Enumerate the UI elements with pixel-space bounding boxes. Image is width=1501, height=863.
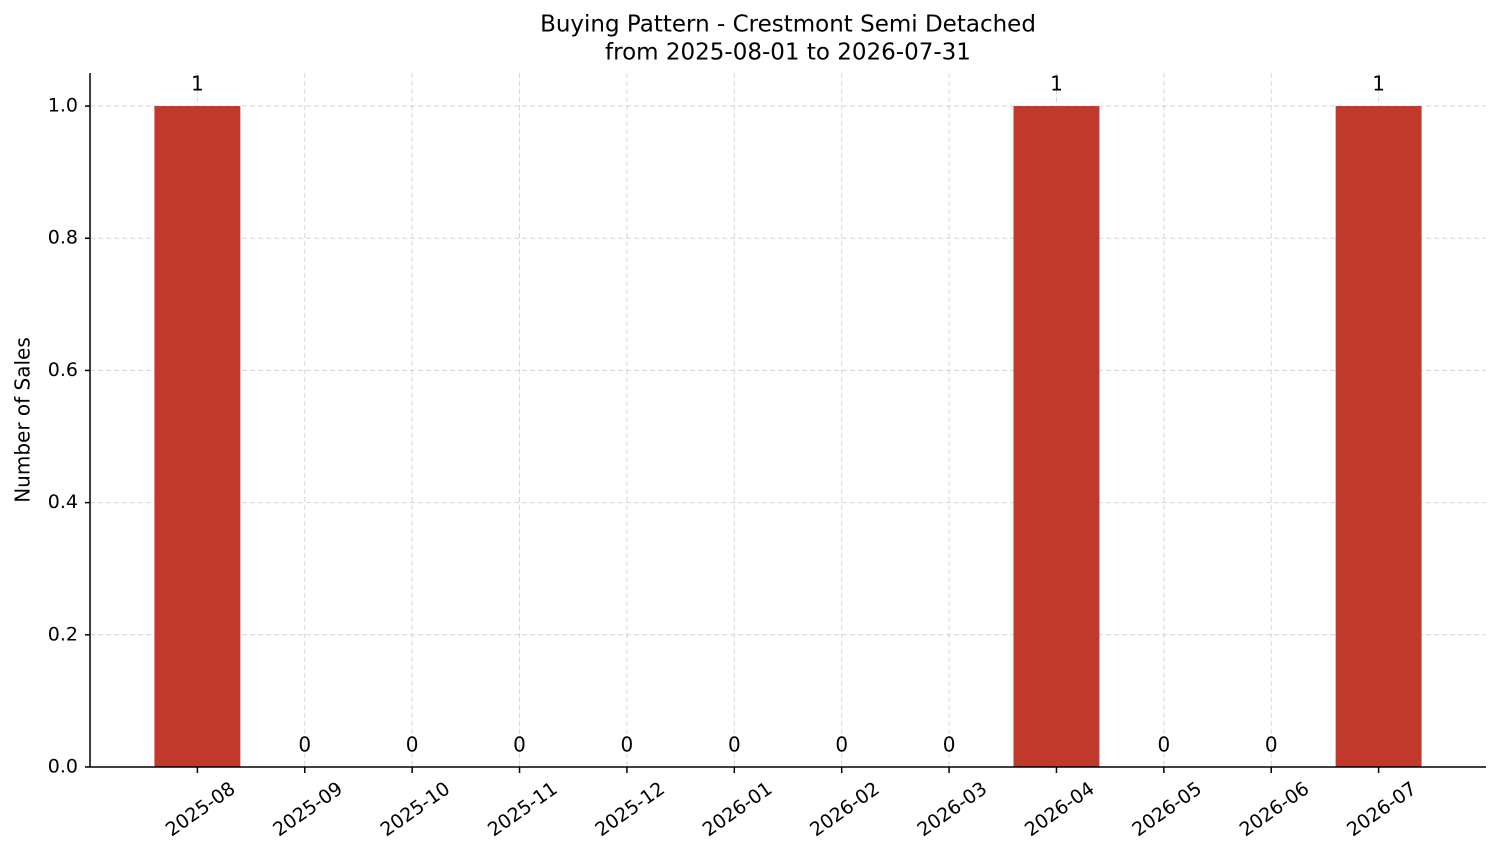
y-tick-label: 0.6 [48,359,78,381]
chart-title: Buying Pattern - Crestmont Semi Detached [540,12,1036,38]
value-label: 1 [1372,72,1385,96]
x-tick-label: 2025-09 [269,778,347,842]
bar [1335,106,1422,768]
x-tick-label: 2025-11 [484,778,562,842]
bar [1013,106,1100,768]
y-tick-label: 1.0 [48,95,78,117]
y-axis-label: Number of Sales [11,337,35,503]
chart-subtitle: from 2025-08-01 to 2026-07-31 [605,40,971,66]
y-tick-label: 0.0 [48,756,78,778]
y-tick-label: 0.2 [48,623,78,645]
x-tick-label: 2026-05 [1128,778,1206,842]
x-tick-label: 2026-03 [913,778,991,842]
value-label: 0 [728,733,741,757]
value-label: 0 [513,733,526,757]
x-tick-label: 2025-10 [377,778,455,842]
x-tick-label: 2026-02 [806,778,884,842]
x-tick-label: 2025-12 [591,778,669,842]
value-label: 0 [943,733,956,757]
y-tick-label: 0.8 [48,227,78,249]
value-label: 0 [835,733,848,757]
bar [154,106,241,768]
x-tick-label: 2026-07 [1343,778,1421,842]
x-tick-label: 2026-04 [1021,778,1099,842]
value-label: 0 [1157,733,1170,757]
value-label: 1 [191,72,204,96]
value-label: 0 [298,733,311,757]
x-tick-label: 2026-01 [699,778,777,842]
value-label: 0 [406,733,419,757]
x-tick-label: 2026-06 [1236,778,1314,842]
value-label: 1 [1050,72,1063,96]
y-tick-label: 0.4 [48,491,78,513]
x-tick-label: 2025-08 [162,778,240,842]
value-label: 0 [1265,733,1278,757]
value-label: 0 [621,733,634,757]
